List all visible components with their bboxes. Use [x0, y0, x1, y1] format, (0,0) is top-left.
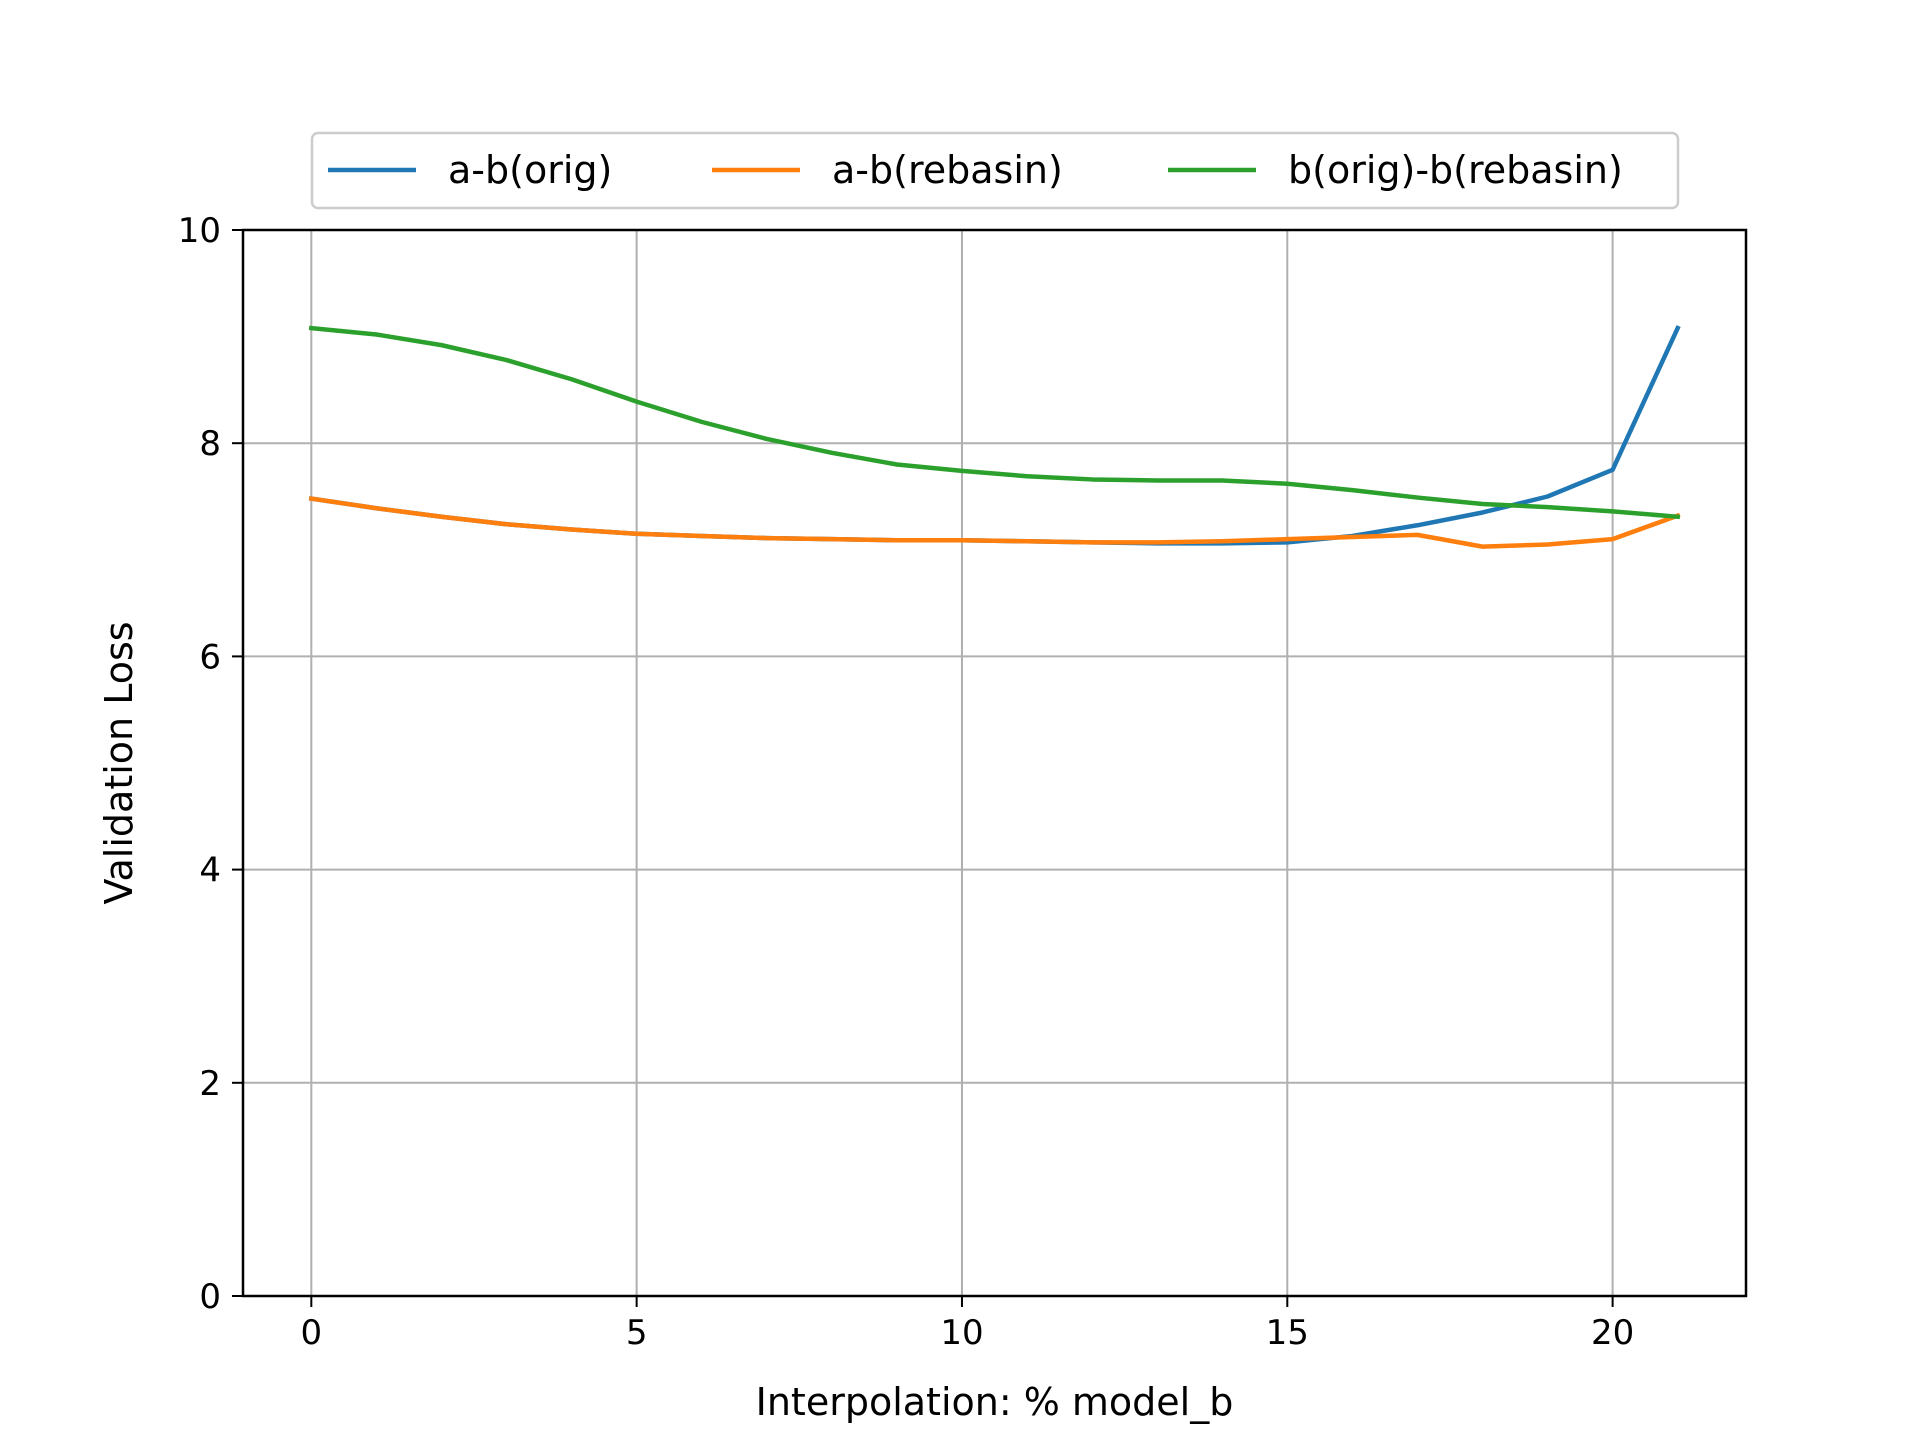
y-axis-label: Validation Loss [97, 621, 141, 904]
y-tick-label: 10 [178, 211, 221, 251]
x-axis: 0 5 10 15 20 [300, 1296, 1634, 1353]
x-tick-label: 20 [1591, 1313, 1634, 1353]
series-line-2 [308, 325, 1681, 520]
legend: a-b(orig) a-b(rebasin) b(orig)-b(rebasin) [310, 131, 1680, 210]
y-tick-label: 8 [199, 424, 221, 464]
legend-label-2: b(orig)-b(rebasin) [1288, 148, 1623, 192]
legend-label-1: a-b(rebasin) [832, 148, 1063, 192]
series-line-1 [308, 496, 1681, 549]
x-axis-label: Interpolation: % model_b [756, 1380, 1234, 1424]
series-lines [308, 325, 1681, 549]
x-tick-label: 15 [1266, 1313, 1309, 1353]
x-tick-label: 5 [626, 1313, 648, 1353]
y-tick-label: 0 [199, 1277, 221, 1317]
y-tick-label: 2 [199, 1064, 221, 1104]
x-tick-label: 0 [300, 1313, 322, 1353]
y-tick-label: 6 [199, 637, 221, 677]
legend-label-0: a-b(orig) [448, 148, 612, 192]
y-tick-label: 4 [199, 851, 221, 891]
plot-frame [241, 228, 1748, 1298]
x-tick-label: 10 [940, 1313, 983, 1353]
legend-box [310, 131, 1680, 210]
y-axis: 0 2 4 6 8 10 [178, 211, 243, 1317]
